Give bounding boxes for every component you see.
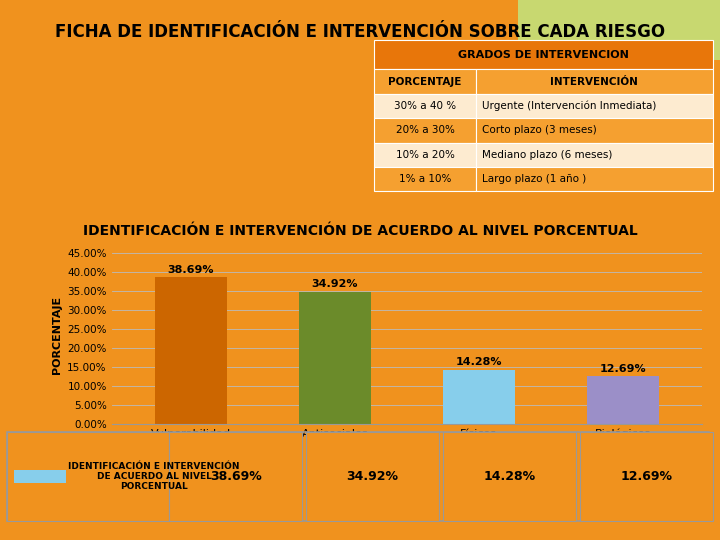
Text: Largo plazo (1 año ): Largo plazo (1 año ) bbox=[482, 174, 586, 184]
Bar bbox=[374, 94, 476, 118]
Y-axis label: PORCENTAJE: PORCENTAJE bbox=[52, 296, 62, 374]
Bar bbox=[476, 143, 713, 167]
Bar bbox=[476, 69, 713, 94]
Bar bbox=[374, 118, 476, 143]
Text: 1% a 10%: 1% a 10% bbox=[399, 174, 451, 184]
Bar bbox=[374, 167, 476, 191]
Text: 38.69%: 38.69% bbox=[210, 470, 261, 483]
Bar bbox=[14, 470, 66, 483]
Text: 12.69%: 12.69% bbox=[600, 363, 646, 374]
Text: IDENTIFICACIÓN E INTERVENCIÓN DE ACUERDO AL NIVEL PORCENTUAL: IDENTIFICACIÓN E INTERVENCIÓN DE ACUERDO… bbox=[83, 224, 637, 238]
Bar bbox=[476, 118, 713, 143]
Bar bbox=[155, 277, 227, 424]
Text: 12.69%: 12.69% bbox=[620, 470, 672, 483]
Text: Mediano plazo (6 meses): Mediano plazo (6 meses) bbox=[482, 150, 612, 160]
Text: 38.69%: 38.69% bbox=[168, 265, 214, 275]
Bar bbox=[374, 40, 713, 69]
Text: 30% a 40 %: 30% a 40 % bbox=[394, 101, 456, 111]
Text: GRADOS DE INTERVENCION: GRADOS DE INTERVENCION bbox=[458, 50, 629, 59]
Text: PORCENTAJE: PORCENTAJE bbox=[389, 77, 462, 86]
Text: FICHA DE IDENTIFICACIÓN E INTERVENCIÓN SOBRE CADA RIESGO: FICHA DE IDENTIFICACIÓN E INTERVENCIÓN S… bbox=[55, 23, 665, 42]
Text: 14.28%: 14.28% bbox=[483, 470, 536, 483]
Bar bbox=[476, 167, 713, 191]
Bar bbox=[580, 433, 713, 521]
Text: INTERVENCIÓN: INTERVENCIÓN bbox=[550, 77, 639, 86]
Text: Urgente (Intervención Inmediata): Urgente (Intervención Inmediata) bbox=[482, 101, 656, 111]
Bar bbox=[306, 433, 439, 521]
Bar bbox=[374, 143, 476, 167]
Bar bbox=[299, 292, 371, 424]
Bar bbox=[443, 433, 576, 521]
Text: 14.28%: 14.28% bbox=[456, 357, 502, 368]
Bar bbox=[476, 94, 713, 118]
Bar bbox=[374, 69, 476, 94]
Text: 20% a 30%: 20% a 30% bbox=[396, 125, 454, 136]
Text: 10% a 20%: 10% a 20% bbox=[396, 150, 454, 160]
Bar bbox=[169, 433, 302, 521]
Text: Corto plazo (3 meses): Corto plazo (3 meses) bbox=[482, 125, 596, 136]
Text: IDENTIFICACIÓN E INTERVENCIÓN
DE ACUERDO AL NIVEL
PORCENTUAL: IDENTIFICACIÓN E INTERVENCIÓN DE ACUERDO… bbox=[68, 462, 240, 491]
Bar bbox=[518, 0, 720, 60]
Bar bbox=[443, 370, 515, 424]
Text: 34.92%: 34.92% bbox=[312, 279, 358, 289]
Text: 34.92%: 34.92% bbox=[346, 470, 399, 483]
Bar bbox=[587, 376, 659, 424]
Bar bbox=[7, 433, 709, 521]
Bar bbox=[7, 433, 169, 521]
